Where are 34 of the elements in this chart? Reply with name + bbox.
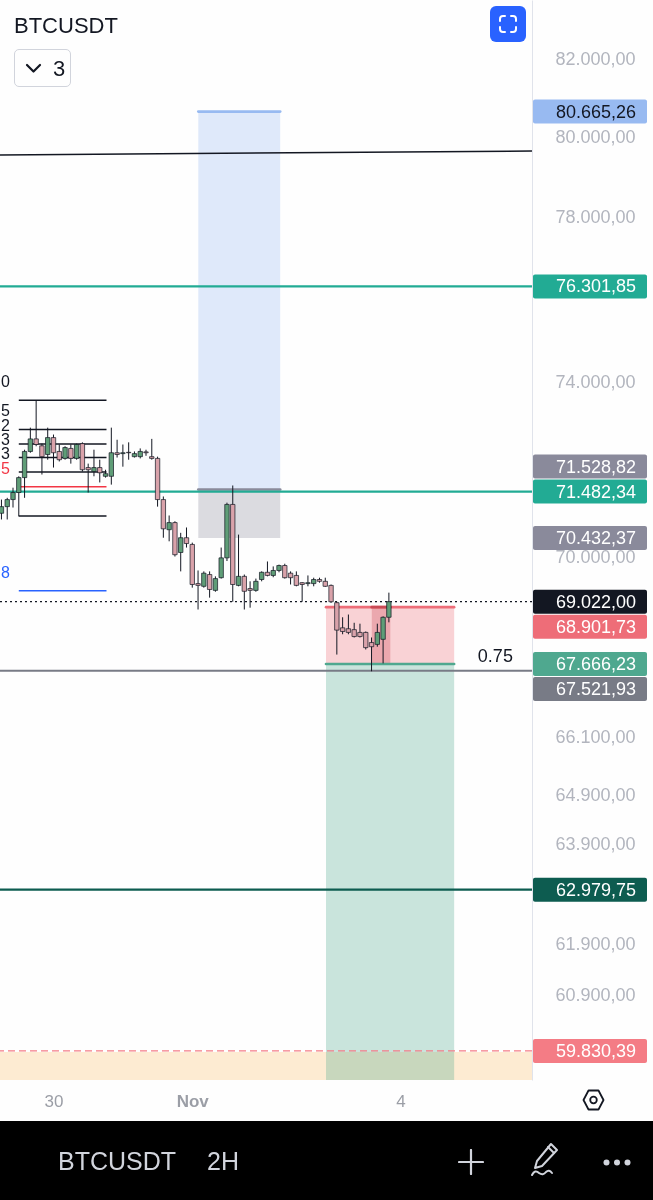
y-tick-label: 64.900,00 [555,784,636,805]
text: 68.901,73 [555,616,636,637]
y-tick-label: 74.000,00 [555,372,636,393]
ref-line-label: 67.521,93 [555,679,636,700]
y-tick-label: 70.000,00 [555,546,636,567]
text: 80.665,26 [555,101,636,122]
ref-line-label: 59.830,39 [555,1040,636,1061]
annotation: 3 [53,56,66,81]
text: 70.432,37 [555,528,636,549]
y-tick-label: 66.100,00 [555,727,636,748]
y-tick-label: 78.000,00 [555,206,636,227]
ref-line-label: 62.979,75 [555,879,636,900]
annotation: 5 [0,402,10,420]
ref-line-label: 69.022,00 [555,591,636,612]
y-tick-label: 61.900,00 [555,933,636,954]
x-tick-label: Nov [176,1091,210,1111]
dropdown-button: 3 [14,49,71,87]
y-tick-label: 60.900,00 [555,984,636,1005]
annotation: 8 [0,563,10,581]
ref-line-label: 76.301,85 [555,276,636,297]
y-tick-label: 80.000,00 [555,127,636,148]
annotation: 0 [0,373,10,391]
annotation: 5 [0,459,10,477]
x-tick-label: 4 [396,1091,406,1111]
ref-line-label: 71.482,34 [555,481,636,502]
text: 2H [207,1146,239,1176]
text: BTCUSDT [58,1146,177,1176]
text: 71.528,82 [555,456,636,477]
text: 67.666,23 [555,654,636,675]
annotation: 0.75 [477,645,513,666]
x-tick-label: 30 [44,1091,64,1111]
y-tick-label: 63.900,00 [555,833,636,854]
text: BTCUSDT [14,13,118,38]
y-tick-label: 82.000,00 [555,49,636,70]
